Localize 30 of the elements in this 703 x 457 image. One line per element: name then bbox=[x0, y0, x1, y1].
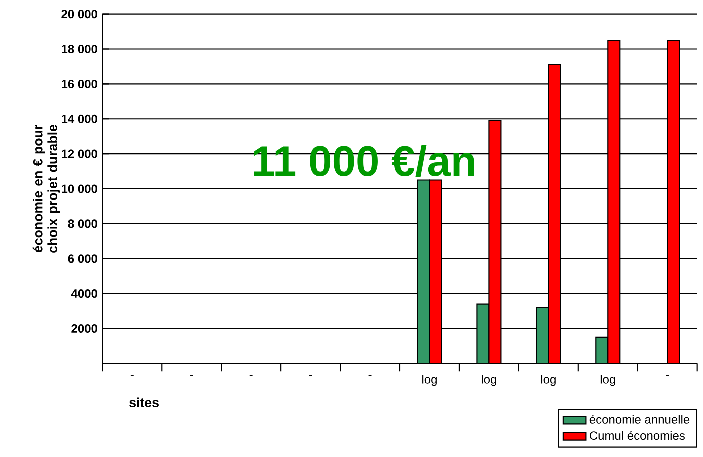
x-tick-label: log bbox=[422, 375, 437, 386]
y-tick-label: 8 000 bbox=[68, 220, 98, 228]
x-tick-label: - bbox=[190, 375, 194, 376]
x-tick-label: - bbox=[368, 375, 372, 376]
y-tick-label: 20 000 bbox=[62, 10, 98, 19]
y-tick-label: 12 000 bbox=[62, 150, 98, 158]
bar bbox=[476, 304, 490, 364]
x-tick-label: - bbox=[250, 375, 253, 376]
x-tick-label: log bbox=[482, 375, 496, 386]
y-tick-label: 2000 bbox=[72, 324, 98, 333]
y-tick-label: 14 000 bbox=[62, 114, 98, 124]
bar bbox=[608, 40, 621, 364]
legend-label: économie annuelle bbox=[590, 414, 690, 424]
y-tick-label: 10 000 bbox=[62, 184, 98, 194]
x-tick-label: - bbox=[130, 375, 134, 376]
x-tick-label: - bbox=[666, 375, 670, 376]
x-tick-label: log bbox=[600, 375, 616, 386]
y-tick-label: 6 000 bbox=[68, 254, 98, 264]
y-tick-label: 4000 bbox=[71, 290, 98, 298]
bar bbox=[488, 120, 502, 364]
bar bbox=[548, 64, 562, 364]
y-axis-title: économie en € pour choix projet durable bbox=[32, 124, 60, 253]
x-tick-label: - bbox=[309, 375, 312, 376]
x-tick-label: log bbox=[541, 375, 556, 386]
y-tick-label: 18 000 bbox=[62, 45, 98, 54]
annotation: 11 000 €/an bbox=[254, 145, 474, 177]
bar bbox=[667, 40, 680, 364]
y-tick-label: 16 000 bbox=[62, 80, 98, 88]
legend-label: Cumul économies bbox=[590, 431, 685, 440]
x-axis-title: sites bbox=[130, 398, 159, 408]
